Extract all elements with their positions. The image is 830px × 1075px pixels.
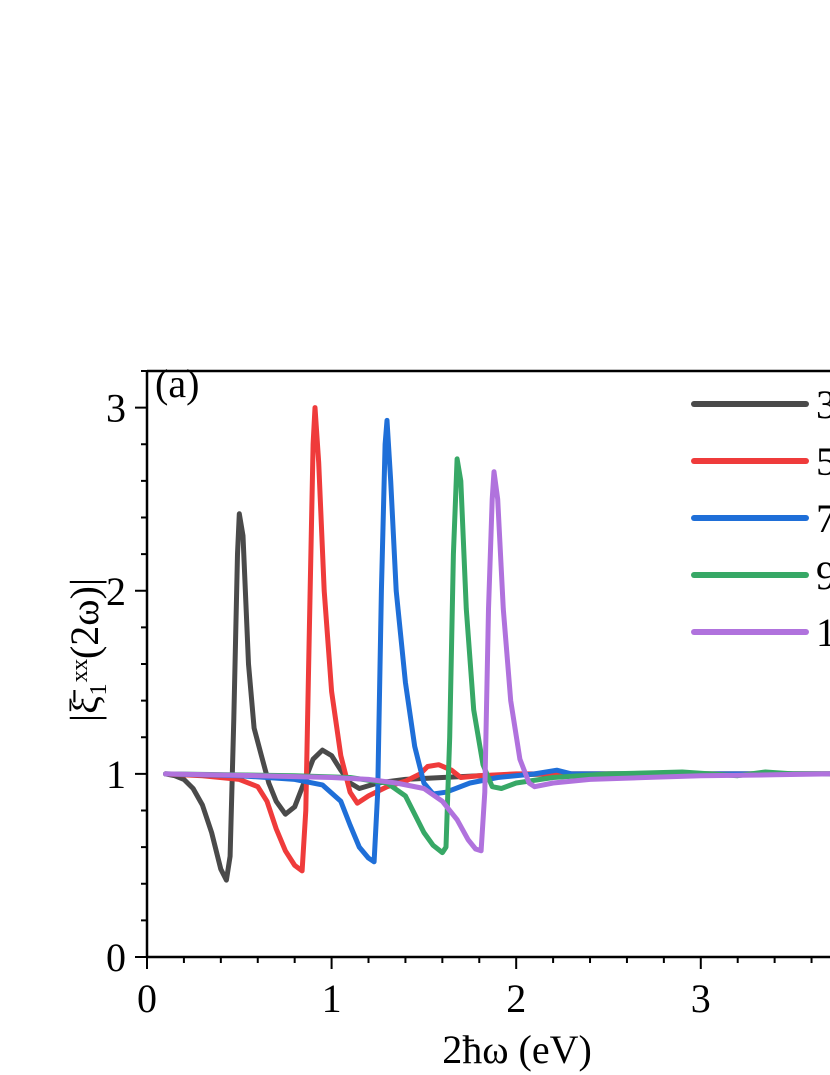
y-tick-label: 2 (106, 569, 126, 614)
y-tick-label: 1 (106, 752, 126, 797)
legend-label-11: 11 (816, 610, 830, 655)
legend-label-3: 3 (816, 382, 830, 427)
x-tick-label: 1 (322, 976, 342, 1021)
series-line-7 (163, 417, 830, 865)
axes: 0 1 2 3 0 1 2 3 (106, 369, 830, 1021)
panel-label: (a) (155, 361, 199, 406)
x-axis-title: 2ħω (eV) (442, 1027, 592, 1072)
y-tick-label: 0 (106, 935, 126, 980)
x-tick-label: 3 (691, 976, 711, 1021)
series-line-3 (163, 511, 830, 883)
series-line-5 (163, 405, 830, 874)
legend-label-9: 9 (816, 553, 830, 598)
plot-lines (163, 405, 830, 883)
y-tick-label: 3 (106, 386, 126, 431)
x-tick-label: 0 (137, 976, 157, 1021)
series-line-9 (163, 456, 830, 856)
y-axis-title: |ξ̄₁ˣˣ(2ω)| (62, 578, 107, 722)
x-tick-label: 2 (506, 976, 526, 1021)
legend-label-7: 7 (816, 496, 830, 541)
series-line-11 (163, 469, 830, 854)
legend-label-5: 5 (816, 439, 830, 484)
legend: 3 5 7 9 11 (691, 382, 830, 655)
